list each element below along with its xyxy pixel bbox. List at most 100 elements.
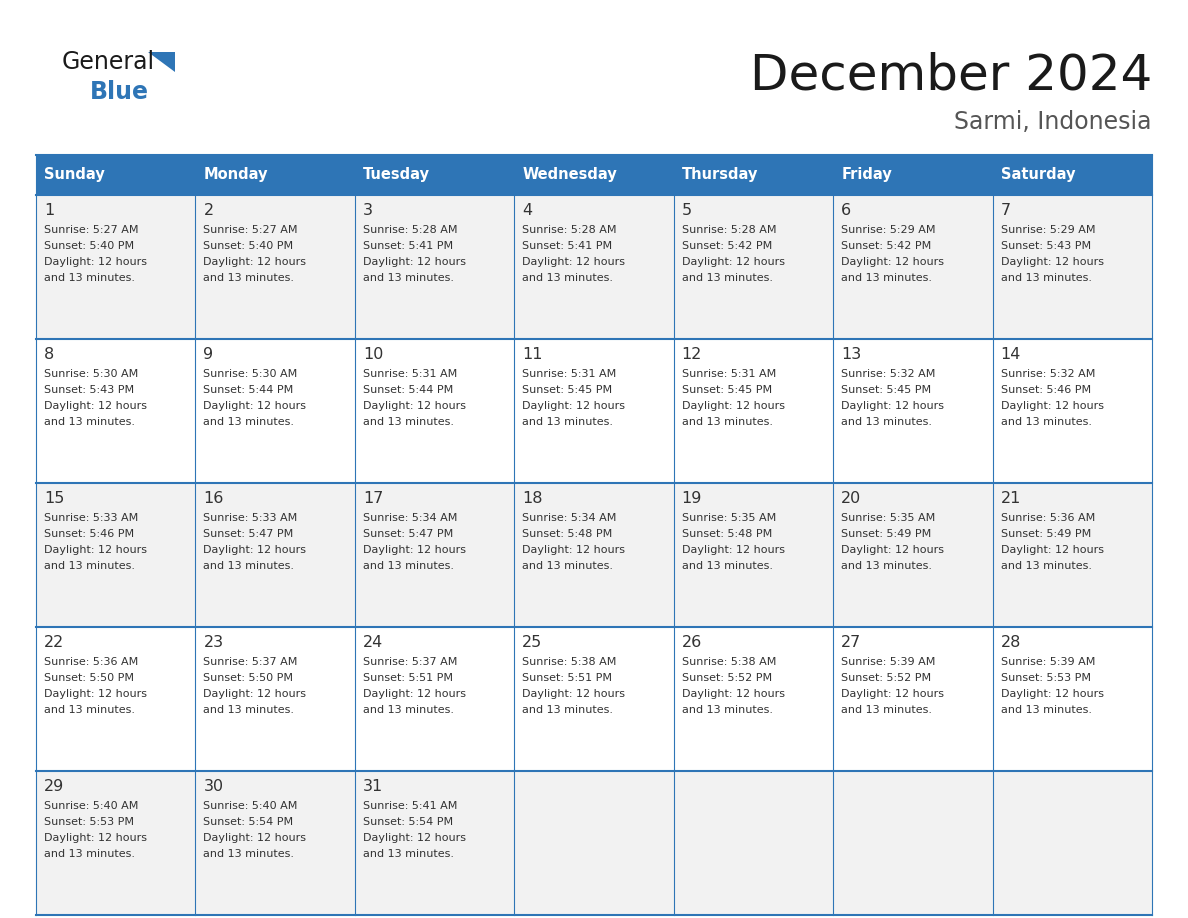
Text: Daylight: 12 hours: Daylight: 12 hours (44, 689, 147, 699)
Text: Daylight: 12 hours: Daylight: 12 hours (523, 257, 625, 267)
Text: Sunset: 5:49 PM: Sunset: 5:49 PM (1000, 529, 1091, 539)
Polygon shape (148, 52, 175, 72)
Text: and 13 minutes.: and 13 minutes. (682, 417, 772, 427)
Text: Sunrise: 5:34 AM: Sunrise: 5:34 AM (362, 513, 457, 523)
Text: 27: 27 (841, 635, 861, 650)
Text: and 13 minutes.: and 13 minutes. (44, 273, 135, 283)
Text: Wednesday: Wednesday (523, 167, 617, 183)
Text: and 13 minutes.: and 13 minutes. (841, 273, 933, 283)
Text: and 13 minutes.: and 13 minutes. (841, 705, 933, 715)
Text: Daylight: 12 hours: Daylight: 12 hours (203, 545, 307, 555)
Text: Sunrise: 5:35 AM: Sunrise: 5:35 AM (682, 513, 776, 523)
Text: Sunset: 5:48 PM: Sunset: 5:48 PM (682, 529, 772, 539)
Text: Daylight: 12 hours: Daylight: 12 hours (682, 401, 785, 411)
Text: Sunset: 5:45 PM: Sunset: 5:45 PM (841, 385, 931, 395)
Text: Sunrise: 5:31 AM: Sunrise: 5:31 AM (523, 369, 617, 379)
Text: Daylight: 12 hours: Daylight: 12 hours (44, 257, 147, 267)
Text: 21: 21 (1000, 491, 1020, 506)
Text: and 13 minutes.: and 13 minutes. (362, 273, 454, 283)
Text: and 13 minutes.: and 13 minutes. (44, 561, 135, 571)
Text: Sunrise: 5:38 AM: Sunrise: 5:38 AM (682, 657, 776, 667)
Text: Blue: Blue (90, 80, 148, 104)
Text: Sunset: 5:47 PM: Sunset: 5:47 PM (203, 529, 293, 539)
Text: Sunset: 5:41 PM: Sunset: 5:41 PM (523, 241, 612, 251)
Text: Sunset: 5:46 PM: Sunset: 5:46 PM (1000, 385, 1091, 395)
Text: and 13 minutes.: and 13 minutes. (682, 705, 772, 715)
Text: Sunrise: 5:35 AM: Sunrise: 5:35 AM (841, 513, 935, 523)
Text: Daylight: 12 hours: Daylight: 12 hours (841, 689, 944, 699)
Text: and 13 minutes.: and 13 minutes. (523, 561, 613, 571)
Text: Saturday: Saturday (1000, 167, 1075, 183)
Text: Sunset: 5:48 PM: Sunset: 5:48 PM (523, 529, 613, 539)
Text: 11: 11 (523, 347, 543, 362)
Text: Sunset: 5:51 PM: Sunset: 5:51 PM (523, 673, 612, 683)
Text: Sunset: 5:52 PM: Sunset: 5:52 PM (841, 673, 931, 683)
Text: Sunset: 5:40 PM: Sunset: 5:40 PM (44, 241, 134, 251)
Text: Daylight: 12 hours: Daylight: 12 hours (682, 545, 785, 555)
Text: 24: 24 (362, 635, 383, 650)
Text: Sunrise: 5:27 AM: Sunrise: 5:27 AM (44, 225, 139, 235)
Text: Sunrise: 5:29 AM: Sunrise: 5:29 AM (1000, 225, 1095, 235)
Text: 7: 7 (1000, 203, 1011, 218)
Text: Sunset: 5:50 PM: Sunset: 5:50 PM (44, 673, 134, 683)
Text: 9: 9 (203, 347, 214, 362)
Text: Daylight: 12 hours: Daylight: 12 hours (1000, 689, 1104, 699)
Text: 3: 3 (362, 203, 373, 218)
Text: Daylight: 12 hours: Daylight: 12 hours (523, 401, 625, 411)
Text: Sunrise: 5:36 AM: Sunrise: 5:36 AM (44, 657, 138, 667)
Text: 20: 20 (841, 491, 861, 506)
Text: and 13 minutes.: and 13 minutes. (362, 849, 454, 859)
Text: 4: 4 (523, 203, 532, 218)
Text: Sunset: 5:42 PM: Sunset: 5:42 PM (841, 241, 931, 251)
Text: Sunrise: 5:39 AM: Sunrise: 5:39 AM (841, 657, 935, 667)
Text: and 13 minutes.: and 13 minutes. (841, 561, 933, 571)
Text: Daylight: 12 hours: Daylight: 12 hours (203, 401, 307, 411)
Text: and 13 minutes.: and 13 minutes. (362, 705, 454, 715)
Bar (36, 483, 1152, 627)
Text: Sunday: Sunday (44, 167, 105, 183)
Text: Daylight: 12 hours: Daylight: 12 hours (523, 545, 625, 555)
Text: Sunrise: 5:29 AM: Sunrise: 5:29 AM (841, 225, 936, 235)
Text: Sunrise: 5:40 AM: Sunrise: 5:40 AM (44, 801, 138, 811)
Text: and 13 minutes.: and 13 minutes. (362, 561, 454, 571)
Text: Daylight: 12 hours: Daylight: 12 hours (203, 833, 307, 843)
Text: Sarmi, Indonesia: Sarmi, Indonesia (954, 110, 1152, 134)
Text: Tuesday: Tuesday (362, 167, 430, 183)
Text: Sunrise: 5:41 AM: Sunrise: 5:41 AM (362, 801, 457, 811)
Text: 16: 16 (203, 491, 223, 506)
Text: Sunrise: 5:27 AM: Sunrise: 5:27 AM (203, 225, 298, 235)
Text: 23: 23 (203, 635, 223, 650)
Text: Daylight: 12 hours: Daylight: 12 hours (44, 545, 147, 555)
Text: Daylight: 12 hours: Daylight: 12 hours (362, 401, 466, 411)
Text: 26: 26 (682, 635, 702, 650)
Text: and 13 minutes.: and 13 minutes. (682, 273, 772, 283)
Text: 22: 22 (44, 635, 64, 650)
Text: Sunrise: 5:37 AM: Sunrise: 5:37 AM (362, 657, 457, 667)
Text: Daylight: 12 hours: Daylight: 12 hours (523, 689, 625, 699)
Text: Sunset: 5:44 PM: Sunset: 5:44 PM (362, 385, 453, 395)
Text: and 13 minutes.: and 13 minutes. (523, 705, 613, 715)
Text: Sunset: 5:51 PM: Sunset: 5:51 PM (362, 673, 453, 683)
Bar (36, 771, 1152, 915)
Text: Daylight: 12 hours: Daylight: 12 hours (362, 689, 466, 699)
Bar (36, 155, 196, 195)
Text: Daylight: 12 hours: Daylight: 12 hours (362, 545, 466, 555)
Text: Sunrise: 5:30 AM: Sunrise: 5:30 AM (44, 369, 138, 379)
Text: and 13 minutes.: and 13 minutes. (1000, 561, 1092, 571)
Bar (674, 155, 833, 195)
Text: Sunrise: 5:38 AM: Sunrise: 5:38 AM (523, 657, 617, 667)
Text: Sunset: 5:41 PM: Sunset: 5:41 PM (362, 241, 453, 251)
Text: and 13 minutes.: and 13 minutes. (523, 417, 613, 427)
Text: Sunrise: 5:34 AM: Sunrise: 5:34 AM (523, 513, 617, 523)
Text: Sunset: 5:44 PM: Sunset: 5:44 PM (203, 385, 293, 395)
Text: Friday: Friday (841, 167, 892, 183)
Text: Daylight: 12 hours: Daylight: 12 hours (203, 257, 307, 267)
Text: and 13 minutes.: and 13 minutes. (203, 417, 295, 427)
Text: 2: 2 (203, 203, 214, 218)
Text: 15: 15 (44, 491, 64, 506)
Text: Daylight: 12 hours: Daylight: 12 hours (44, 401, 147, 411)
Text: Sunrise: 5:33 AM: Sunrise: 5:33 AM (203, 513, 298, 523)
Text: Sunrise: 5:31 AM: Sunrise: 5:31 AM (362, 369, 457, 379)
Text: Daylight: 12 hours: Daylight: 12 hours (841, 401, 944, 411)
Text: and 13 minutes.: and 13 minutes. (203, 561, 295, 571)
